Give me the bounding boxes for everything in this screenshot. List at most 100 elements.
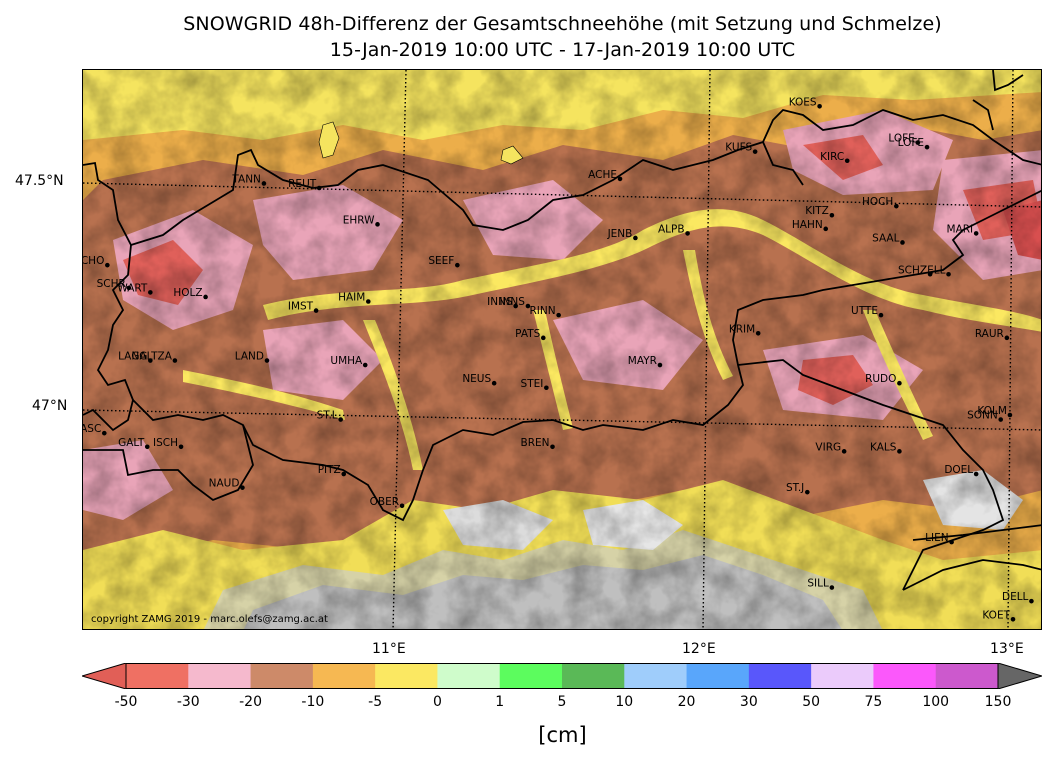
station-inns: INNS	[499, 296, 531, 309]
station-marker	[752, 149, 758, 154]
lat-label-47-5: 47.5°N	[15, 173, 64, 189]
station-lofe: LOFE	[898, 137, 930, 150]
station-sill: SILL	[807, 578, 835, 590]
station-ober: OBER	[370, 496, 405, 509]
station-label: RAUR	[975, 328, 1004, 340]
station-label: INNS	[487, 296, 513, 308]
station-alpb: ALPB	[658, 223, 690, 236]
station-lien: LIEN	[925, 532, 954, 545]
station-gasc: GASC	[83, 423, 107, 436]
station-label: SCHO	[83, 255, 104, 267]
graticule	[83, 70, 1041, 629]
station-wart: WART	[117, 282, 153, 295]
station-marker	[375, 222, 380, 227]
station-marker	[805, 489, 810, 495]
station-stj: ST.J	[786, 482, 810, 495]
station-umha: UMHA	[330, 355, 368, 368]
station-marker	[362, 362, 368, 368]
copyright-notice: copyright ZAMG 2019 - marc.olefs@zamg.ac…	[91, 614, 328, 625]
station-label: SAAL	[872, 232, 900, 244]
station-marker	[491, 380, 497, 386]
station-marker	[841, 449, 847, 454]
station-label: OBER	[370, 496, 399, 508]
station-marker	[338, 417, 343, 422]
station-label: LAND	[235, 351, 264, 363]
station-label: PITZ	[318, 464, 341, 476]
station-label: DOEL	[944, 464, 973, 476]
station-label: KRIM	[729, 323, 755, 335]
lon-label-13e: 13°E	[990, 641, 1024, 657]
station-koes: KOES	[789, 96, 822, 109]
station-label: RINN	[530, 305, 556, 317]
station-neus: NEUS	[462, 373, 497, 386]
lon-label-11e: 11°E	[372, 641, 406, 657]
station-ehrw: EHRW	[343, 214, 380, 227]
station-label: ACHE	[588, 169, 617, 181]
station-label: DELL	[1002, 591, 1029, 603]
station-marker	[844, 158, 850, 164]
station-marker	[399, 503, 405, 509]
station-marker	[144, 444, 150, 450]
station-label: SEEF	[428, 255, 454, 267]
station-kitz: KITZ	[805, 205, 835, 218]
station-bren: BREN	[521, 437, 555, 450]
station-lang: LANG	[118, 351, 153, 363]
colorbar-segment	[624, 663, 688, 689]
station-virg: VIRG	[815, 441, 847, 454]
station-label: HAHN	[792, 219, 823, 231]
station-doel: DOEL	[944, 464, 979, 477]
station-marker	[900, 240, 905, 245]
station-label: VIRG	[815, 441, 841, 453]
station-marker	[455, 262, 460, 268]
colorbar-unit-label: [cm]	[538, 723, 587, 747]
colorbar-tick-label: -30	[176, 694, 200, 710]
station-marker	[817, 103, 822, 109]
station-galtza: GALTZA	[131, 351, 178, 363]
station-label: ST.L	[317, 410, 338, 422]
station-holz: HOLZ	[173, 287, 208, 300]
station-label: LANG	[118, 351, 147, 363]
station-markers: SALZKOESLOFELOFEKUFSKIRCACHETANNREUTHOCH…	[83, 96, 1034, 622]
station-marker	[313, 308, 319, 313]
station-tann: TANN	[231, 173, 267, 186]
station-marker	[927, 271, 933, 277]
station-label: EHRW	[343, 214, 375, 226]
station-mayr: MAYR	[628, 355, 663, 368]
colorbar-segment	[748, 663, 812, 689]
station-marker	[556, 312, 561, 318]
station-label: KITZ	[805, 205, 829, 217]
station-utte: UTTE	[851, 305, 884, 318]
colorbar-tick-label: 30	[739, 694, 758, 710]
station-marker	[550, 444, 555, 450]
station-label: HOCH	[862, 196, 893, 208]
station-label: ALPB	[658, 223, 685, 235]
station-krim: KRIM	[729, 323, 761, 336]
station-kals: KALS	[870, 441, 902, 454]
station-mari: MARI	[947, 223, 979, 236]
station-label: HAIM	[338, 292, 365, 304]
station-marker	[617, 176, 623, 182]
colorbar-segment	[188, 663, 252, 689]
colorbar-segment	[873, 663, 937, 689]
station-label: GALT	[118, 437, 145, 449]
station-marker	[178, 444, 184, 450]
station-label: LOFE	[888, 133, 914, 145]
station-label: TANN	[231, 173, 260, 185]
station-stei: STEI	[521, 378, 549, 391]
colorbar-segment	[126, 663, 189, 689]
station-marker	[544, 385, 549, 391]
station-label: WART	[117, 282, 148, 294]
station-marker	[366, 299, 371, 304]
station-label: KIRC	[820, 151, 844, 163]
station-label: PATS	[515, 328, 540, 340]
station-marker	[973, 231, 979, 236]
station-kolm: KOLM	[977, 405, 1013, 418]
station-naud: NAUD	[209, 478, 245, 490]
station-haim: HAIM	[338, 292, 371, 304]
station-marker	[685, 231, 690, 236]
station-hahn: HAHN	[792, 219, 829, 232]
station-stl: ST.L	[317, 410, 343, 422]
station-label: SONN	[967, 410, 998, 422]
station-jenb: JENB	[607, 228, 638, 241]
station-marker	[240, 485, 245, 490]
